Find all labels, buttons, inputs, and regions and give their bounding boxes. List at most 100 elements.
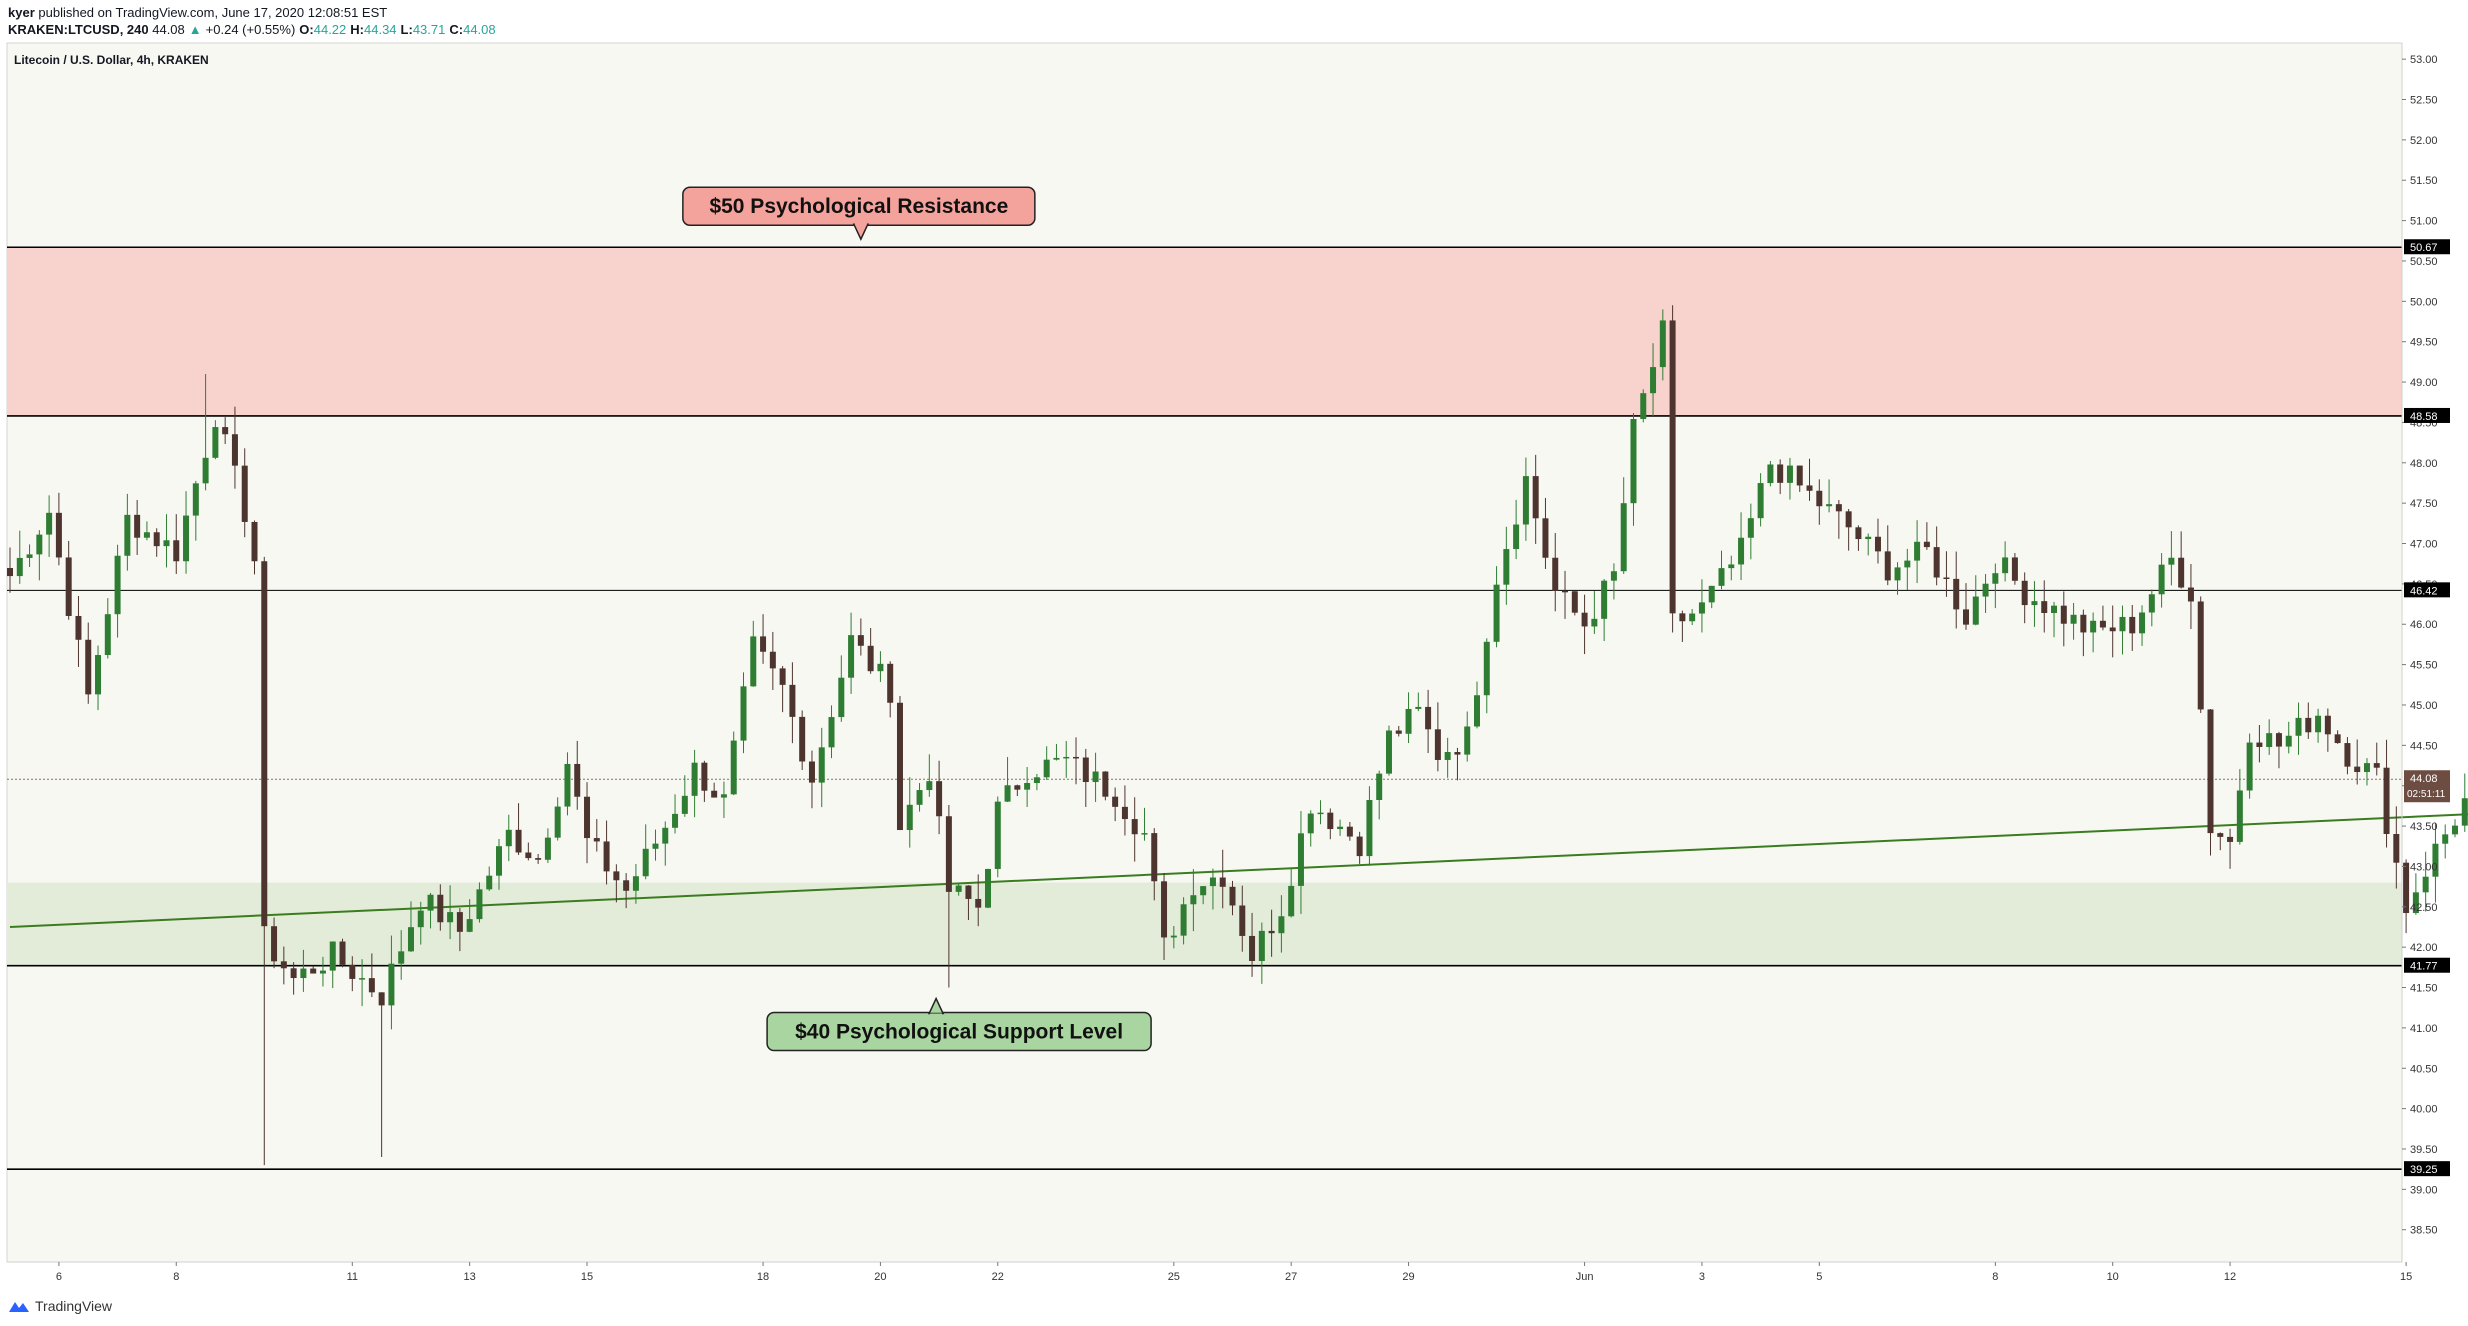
price-tick-label: 39.00 <box>2410 1184 2438 1196</box>
candle-body <box>1728 564 1735 569</box>
candle <box>1552 533 1559 612</box>
candle-body <box>1845 511 1852 528</box>
candle <box>2295 702 2302 755</box>
candle <box>740 672 747 754</box>
candle <box>1180 897 1187 945</box>
candle-body <box>1082 757 1089 783</box>
candle-body <box>55 512 62 558</box>
time-tick-label: 8 <box>173 1271 179 1283</box>
ascending-trendline[interactable] <box>9 794 2468 928</box>
candle-body <box>65 557 72 616</box>
candle-body <box>936 781 943 817</box>
candle <box>2305 702 2312 739</box>
candle-body <box>505 829 512 847</box>
candle-body <box>1513 524 1520 550</box>
candle <box>1689 609 1696 626</box>
candle-body <box>515 829 522 853</box>
candle <box>1562 570 1569 619</box>
resistance-callout[interactable]: $50 Psychological Resistance <box>682 186 1036 242</box>
candle-body <box>319 970 326 974</box>
candle <box>955 882 962 896</box>
tradingview-logo[interactable]: TradingView <box>8 1298 112 1314</box>
candle <box>2344 737 2351 775</box>
price-tick-label: 45.50 <box>2410 660 2438 672</box>
candle-body <box>1689 613 1696 622</box>
candle <box>613 864 620 903</box>
candle-body <box>1209 877 1216 887</box>
support-callout[interactable]: $40 Psychological Support Level <box>766 996 1152 1052</box>
author-name[interactable]: kyer <box>8 5 35 20</box>
candle <box>1835 500 1842 539</box>
candle-body <box>1718 568 1725 586</box>
candle-body <box>2168 557 2175 565</box>
candle <box>173 514 180 574</box>
candle <box>916 783 923 812</box>
candle <box>476 882 483 923</box>
candle <box>2139 605 2146 646</box>
candle-body <box>720 794 727 798</box>
candle-body <box>2148 594 2155 613</box>
candle <box>554 797 561 841</box>
candle-body <box>202 457 209 484</box>
candle-body <box>1131 819 1138 835</box>
candle <box>1630 413 1637 526</box>
candle-body <box>681 795 688 814</box>
current-price-label: 44.08 <box>2410 773 2438 785</box>
candle-body <box>2363 763 2370 773</box>
candle-body <box>1943 577 1950 580</box>
candle-body <box>1278 916 1285 934</box>
candle-body <box>407 927 414 952</box>
candle-body <box>2109 627 2116 632</box>
candle-body <box>1708 585 1715 603</box>
candle-body <box>2021 580 2028 606</box>
price-tick-label: 40.50 <box>2410 1063 2438 1075</box>
candle-body <box>1503 549 1510 585</box>
candle-body <box>300 968 307 979</box>
candle <box>887 661 894 718</box>
candle <box>153 528 160 557</box>
candle-body <box>1581 612 1588 627</box>
candle-body <box>1992 573 1999 584</box>
candle-body <box>779 668 786 685</box>
candle <box>1708 585 1715 609</box>
candle <box>2461 773 2468 832</box>
candle <box>2285 721 2292 754</box>
candle <box>2099 605 2106 631</box>
price-tick-label: 42.50 <box>2410 902 2438 914</box>
candle <box>427 892 434 929</box>
candle <box>1718 550 1725 590</box>
candle <box>544 828 551 863</box>
candle-body <box>1073 756 1080 759</box>
candle <box>515 803 522 856</box>
time-tick-label: 29 <box>1402 1271 1414 1283</box>
candle <box>525 842 532 861</box>
level-price-label: 50.67 <box>2410 242 2438 254</box>
candle-body <box>1855 527 1862 540</box>
candle <box>1073 737 1080 785</box>
candle <box>1014 784 1021 797</box>
level-price-label: 46.42 <box>2410 585 2438 597</box>
candle-body <box>1190 895 1197 905</box>
candle-body <box>2246 742 2253 791</box>
candle <box>720 781 727 819</box>
candle <box>2109 605 2116 658</box>
candle-body <box>857 635 864 646</box>
candle <box>769 631 776 691</box>
callout-box <box>766 1011 1152 1052</box>
candle-body <box>349 964 356 979</box>
candle-body <box>1571 591 1578 613</box>
candle-body <box>525 852 532 859</box>
candle-body <box>1405 708 1412 734</box>
candle <box>486 866 493 891</box>
candle-body <box>1669 320 1676 614</box>
candle <box>1258 922 1265 984</box>
candle-body <box>975 898 982 908</box>
candle <box>1464 711 1471 762</box>
candle-body <box>1493 584 1500 642</box>
candle <box>407 901 414 952</box>
price-tick-label: 52.00 <box>2410 135 2438 147</box>
candle <box>603 820 610 885</box>
time-tick-label: 25 <box>1168 1271 1180 1283</box>
candle-body <box>1454 752 1461 755</box>
